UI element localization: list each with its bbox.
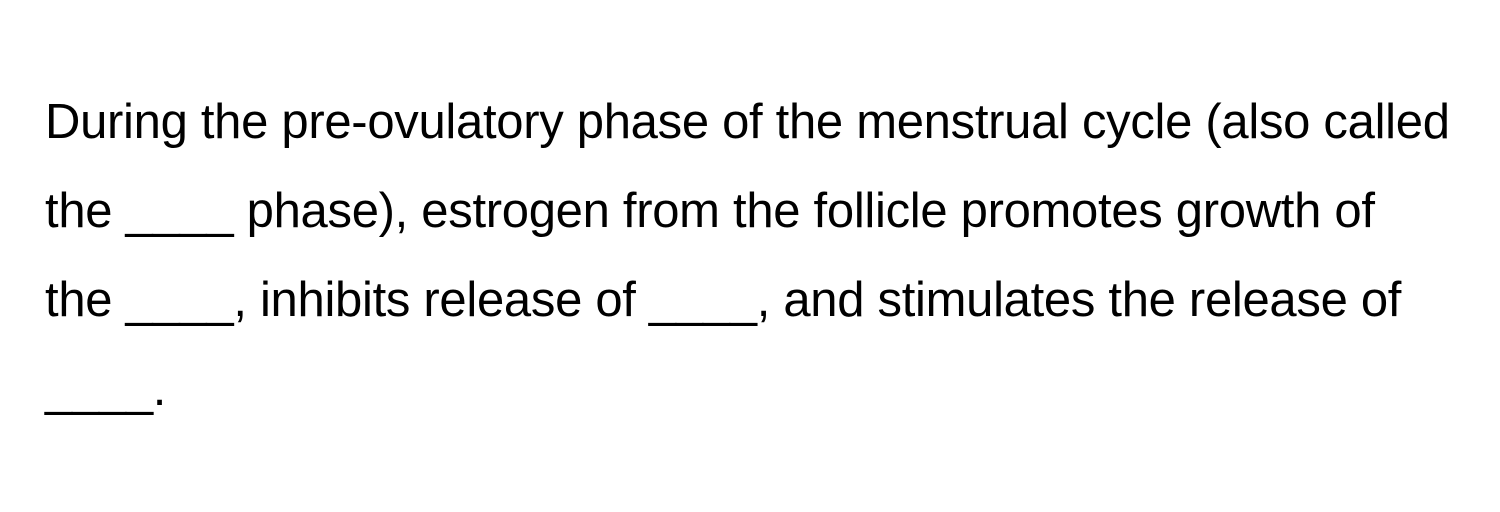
question-text: During the pre-ovulatory phase of the me…: [45, 78, 1455, 435]
